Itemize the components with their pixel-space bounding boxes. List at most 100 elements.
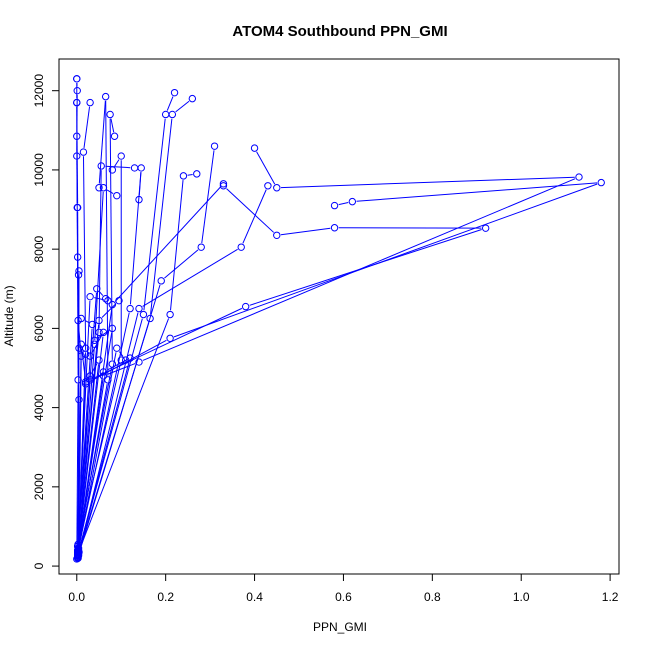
series-layer xyxy=(73,75,605,563)
data-point xyxy=(73,86,81,95)
series-segment xyxy=(256,151,276,185)
series-segment xyxy=(118,351,124,358)
series-segment xyxy=(166,96,174,111)
series-segment xyxy=(77,348,82,551)
series-segment xyxy=(77,300,91,551)
y-tick-label: 12000 xyxy=(32,74,46,108)
series-segment xyxy=(78,364,100,546)
series-segment xyxy=(77,332,113,547)
series-segment xyxy=(91,363,98,373)
series-segment xyxy=(76,106,79,204)
series-20 xyxy=(74,296,123,556)
series-segment xyxy=(98,100,106,184)
data-point xyxy=(135,304,143,313)
plot-area-border xyxy=(58,58,620,575)
data-point xyxy=(210,142,219,150)
data-point xyxy=(79,148,88,156)
data-point xyxy=(139,310,148,319)
series-segment xyxy=(97,330,110,339)
data-point xyxy=(273,184,281,192)
series-segment xyxy=(280,227,331,236)
data-point xyxy=(146,314,154,323)
y-tick-label: 8000 xyxy=(32,235,46,262)
data-point xyxy=(86,372,94,380)
series-1 xyxy=(74,182,490,562)
series-30 xyxy=(74,356,103,554)
x-tick-label: 1.2 xyxy=(602,590,619,604)
series-segment xyxy=(356,182,598,202)
data-point xyxy=(95,328,103,337)
data-point xyxy=(166,334,174,342)
series-segment xyxy=(110,118,115,133)
x-axis: 0.0 0.2 0.4 0.6 0.8 1.0 1.2 xyxy=(68,573,619,604)
data-point xyxy=(108,166,117,174)
series-segment xyxy=(99,291,104,296)
series-segment xyxy=(170,179,184,311)
y-tick-label: 0 xyxy=(32,562,46,569)
data-point xyxy=(179,172,188,180)
series-segment xyxy=(164,249,199,279)
y-axis-label: Altitude (m) xyxy=(2,285,16,346)
series-segment xyxy=(106,359,127,371)
y-tick-label: 10000 xyxy=(32,153,46,187)
series-3 xyxy=(74,178,605,558)
data-point xyxy=(168,110,177,119)
series-segment xyxy=(78,362,130,550)
series-segment xyxy=(114,186,221,302)
x-tick-label: 0.8 xyxy=(424,590,441,604)
series-segment xyxy=(94,191,104,341)
data-point xyxy=(264,182,272,190)
data-point xyxy=(117,152,125,160)
series-segment xyxy=(106,189,114,194)
series-16 xyxy=(74,170,201,556)
series-segment xyxy=(94,297,104,301)
x-tick-label: 0.6 xyxy=(335,590,352,604)
y-tick-label: 6000 xyxy=(32,315,46,342)
data-point xyxy=(74,271,83,279)
data-point xyxy=(219,182,228,190)
y-tick-label: 2000 xyxy=(32,473,46,500)
data-point xyxy=(330,201,339,210)
data-point xyxy=(115,296,123,305)
series-segment xyxy=(79,318,170,549)
data-point xyxy=(77,340,85,348)
data-point xyxy=(166,310,174,319)
y-tick-label: 4000 xyxy=(32,394,46,421)
data-point xyxy=(237,243,245,251)
series-segment xyxy=(101,303,117,318)
data-point xyxy=(73,203,82,212)
series-segment xyxy=(338,202,349,206)
series-segment xyxy=(76,384,79,555)
data-point xyxy=(106,110,114,119)
series-segment xyxy=(98,170,102,329)
data-point xyxy=(81,378,90,386)
data-point xyxy=(161,110,170,119)
series-2 xyxy=(73,144,583,560)
data-point xyxy=(241,302,250,311)
data-point xyxy=(108,324,117,333)
data-point xyxy=(273,231,281,239)
data-point xyxy=(188,94,197,103)
data-point xyxy=(135,358,143,366)
series-17 xyxy=(73,142,219,562)
series-segment xyxy=(81,348,86,378)
series-segment xyxy=(173,183,598,338)
data-point xyxy=(170,88,179,97)
data-point xyxy=(113,344,121,352)
data-point xyxy=(157,277,165,285)
data-point xyxy=(137,164,145,172)
series-segment xyxy=(109,118,113,360)
data-point xyxy=(197,243,205,251)
data-point xyxy=(95,184,103,192)
series-segment xyxy=(138,172,142,196)
data-point xyxy=(86,98,94,107)
series-segment xyxy=(78,352,117,549)
series-segment xyxy=(84,320,89,323)
data-point xyxy=(481,224,490,232)
x-tick-label: 1.0 xyxy=(513,590,530,604)
series-segment xyxy=(83,106,91,149)
series-segment xyxy=(78,312,130,547)
data-point xyxy=(113,191,121,200)
y-axis: 0 2000 4000 6000 8000 10000 12000 xyxy=(32,74,60,569)
